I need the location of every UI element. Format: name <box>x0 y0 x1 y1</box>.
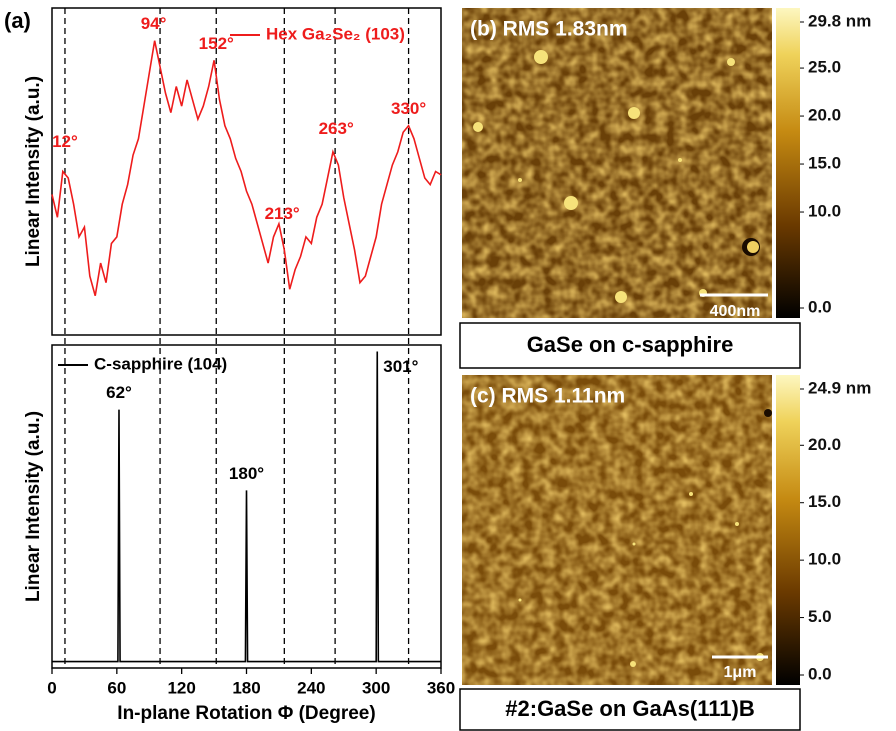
panel-label: (a) <box>4 8 31 33</box>
colorbar-tick-label: 10.0 <box>808 550 841 569</box>
scale-bar-label: 1μm <box>724 664 757 681</box>
colorbar-tick-label: 24.9 nm <box>808 378 871 397</box>
colorbar-tick-label: 10.0 <box>808 202 841 221</box>
x-axis-label: In-plane Rotation Φ (Degree) <box>117 703 375 724</box>
caption-box <box>459 322 801 369</box>
colorbar-tick-label: 15.0 <box>808 154 841 173</box>
scale-bar-label: 400nm <box>710 303 761 320</box>
peak-label: 12° <box>52 132 78 151</box>
peak-label: 152° <box>199 34 234 53</box>
colorbar <box>776 375 800 685</box>
peak-label: 94° <box>141 14 167 33</box>
x-tick-label: 60 <box>107 678 126 697</box>
colorbar-tick-label: 15.0 <box>808 492 841 511</box>
y-axis-label: Linear Intensity (a.u.) <box>23 76 44 267</box>
colorbar-tick-label: 0.0 <box>808 664 832 683</box>
colorbar-tick-label: 20.0 <box>808 435 841 454</box>
peak-label: 301° <box>383 357 418 376</box>
caption: GaSe on c-sapphire <box>527 332 734 357</box>
colorbar-tick-label: 25.0 <box>808 58 841 77</box>
legend-label: C-sapphire (104) <box>94 354 227 373</box>
afm-label: (b) RMS 1.83nm <box>470 18 628 41</box>
x-tick-label: 360 <box>427 678 455 697</box>
x-tick-label: 120 <box>167 678 195 697</box>
peak-label: 213° <box>265 204 300 223</box>
x-tick-label: 0 <box>47 678 56 697</box>
afm-image-b <box>462 8 772 318</box>
caption: #2:GaSe on GaAs(111)B <box>505 696 754 721</box>
legend-label: Hex Ga₂Se₂ (103) <box>266 24 405 43</box>
colorbar <box>776 8 800 318</box>
colorbar-tick-label: 20.0 <box>808 106 841 125</box>
colorbar-tick-label: 29.8 nm <box>808 11 871 30</box>
colorbar-tick-label: 0.0 <box>808 297 832 316</box>
plot-frame <box>51 7 442 336</box>
x-tick-label: 300 <box>362 678 390 697</box>
x-tick-label: 240 <box>297 678 325 697</box>
peak-label: 263° <box>319 119 354 138</box>
peak-label: 62° <box>106 383 132 402</box>
data-line <box>52 351 441 663</box>
colorbar-tick-label: 5.0 <box>808 607 832 626</box>
peak-label: 330° <box>391 99 426 118</box>
afm-image-c <box>462 375 772 685</box>
data-line <box>51 40 442 296</box>
caption-box <box>459 688 801 731</box>
y-axis-label: Linear Intensity (a.u.) <box>23 411 44 602</box>
peak-label: 180° <box>229 464 264 483</box>
x-tick-label: 180 <box>232 678 260 697</box>
afm-label: (c) RMS 1.11nm <box>470 385 625 408</box>
